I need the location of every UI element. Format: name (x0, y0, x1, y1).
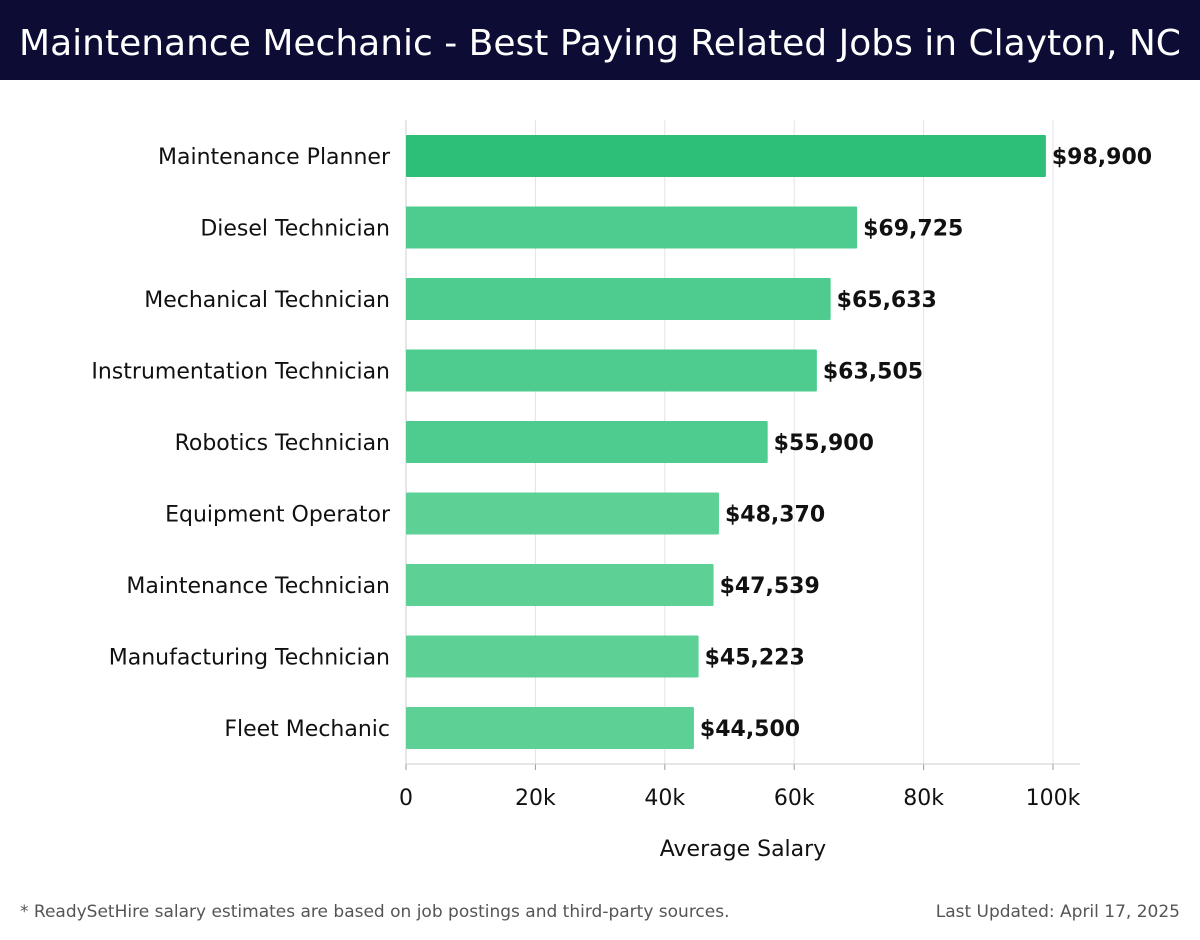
category-label: Maintenance Technician (126, 574, 390, 599)
bar (406, 635, 699, 678)
data-label: $48,370 (725, 503, 825, 528)
data-label: $65,633 (837, 288, 937, 313)
bar (406, 564, 714, 606)
x-tick-label: 40k (644, 786, 685, 811)
x-tick-label: 80k (903, 786, 944, 811)
bar (406, 707, 694, 749)
data-label: $47,539 (720, 574, 820, 599)
page-title: Maintenance Mechanic - Best Paying Relat… (19, 23, 1181, 64)
last-updated: Last Updated: April 17, 2025 (935, 902, 1180, 922)
bar (406, 206, 858, 249)
bar (406, 492, 719, 535)
source-footnote: * ReadySetHire salary estimates are base… (20, 902, 730, 922)
category-label: Equipment Operator (165, 503, 391, 528)
x-axis-title: Average Salary (660, 837, 826, 862)
data-label: $45,223 (705, 646, 805, 671)
category-label: Mechanical Technician (144, 288, 390, 313)
x-tick-label: 20k (515, 786, 556, 811)
data-label: $55,900 (774, 431, 874, 456)
category-label: Diesel Technician (200, 217, 390, 242)
x-tick-label: 0 (399, 786, 413, 811)
category-label: Maintenance Planner (158, 145, 391, 170)
x-tick-label: 60k (774, 786, 815, 811)
data-label: $44,500 (700, 717, 800, 742)
title-bar: Maintenance Mechanic - Best Paying Relat… (0, 0, 1200, 80)
x-tick-label: 100k (1026, 786, 1081, 811)
category-label: Manufacturing Technician (109, 646, 390, 671)
category-label: Fleet Mechanic (224, 717, 390, 742)
bar (406, 421, 768, 463)
data-label: $98,900 (1052, 145, 1152, 170)
data-label: $63,505 (823, 360, 923, 385)
category-label: Robotics Technician (175, 431, 390, 456)
bar (406, 349, 817, 392)
data-label: $69,725 (863, 217, 963, 242)
category-label: Instrumentation Technician (91, 360, 390, 385)
bar (406, 135, 1046, 177)
bar (406, 278, 831, 320)
salary-bar-chart: 0 20k 40k 60k 80k 100k Maintenance Planner $98,… (91, 120, 1152, 862)
